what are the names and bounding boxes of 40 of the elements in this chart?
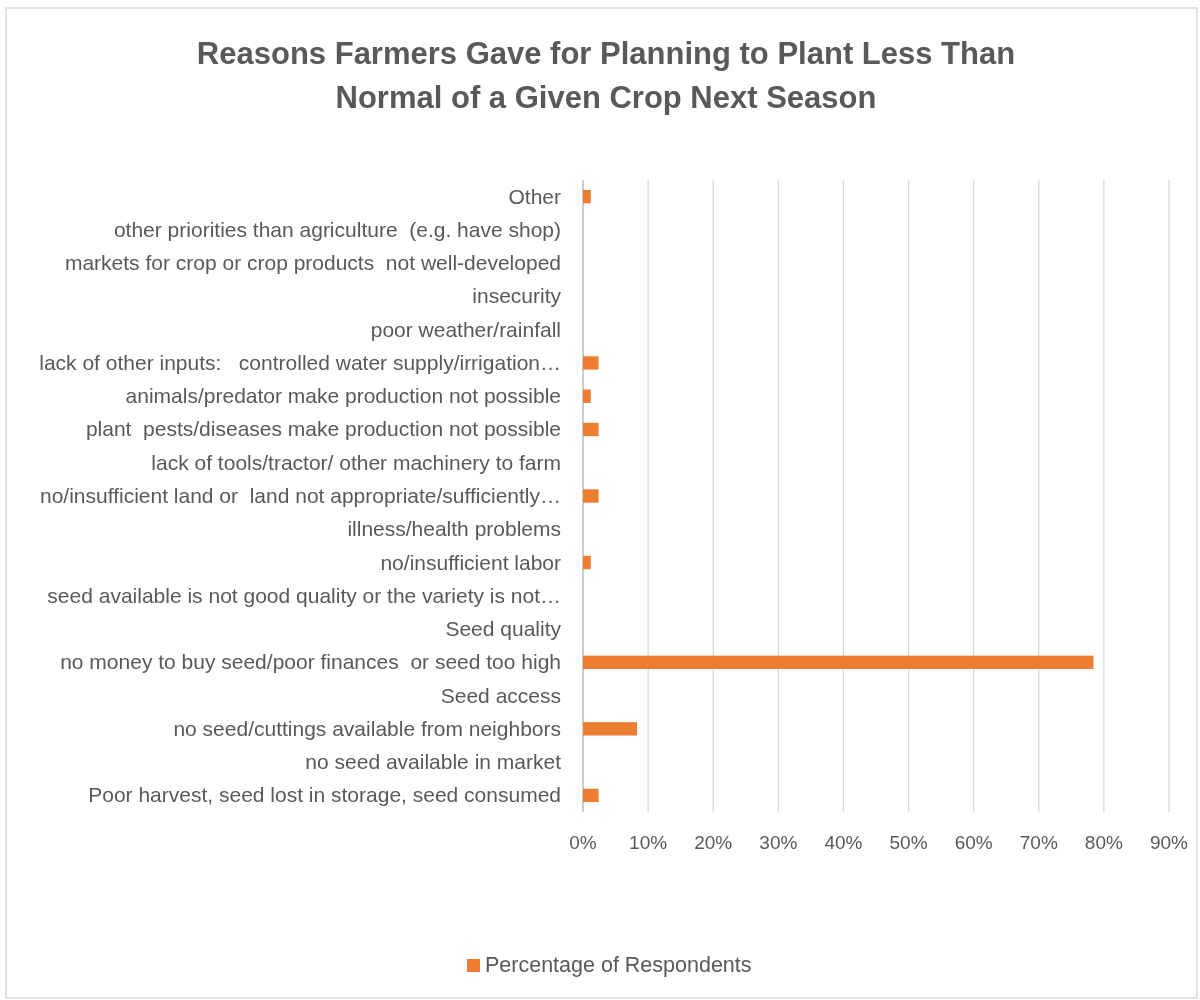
bar [583, 189, 591, 204]
legend-label: Percentage of Respondents [485, 953, 752, 977]
y-tick-label: poor weather/rainfall [370, 317, 561, 341]
x-tick-label: 40% [824, 832, 863, 853]
x-tick-label: 20% [694, 832, 733, 853]
bar [583, 389, 591, 403]
y-tick-label: insecurity [472, 284, 562, 308]
chart-title: Reasons Farmers Gave for Planning to Plant Less Than Normal of a Given Crop Next Season [196, 36, 1016, 115]
x-tick-label: 10% [629, 832, 668, 853]
x-tick-label: 50% [889, 832, 928, 853]
bar [583, 422, 599, 437]
bar [583, 489, 599, 503]
y-tick-label: Other [508, 184, 561, 208]
bar [583, 356, 599, 370]
x-tick-label: 80% [1084, 832, 1124, 853]
bar [583, 555, 591, 570]
bar [583, 722, 638, 736]
y-tick-label: Seed access [440, 683, 561, 707]
y-tick-label: plant pests/diseases make production not possible [85, 417, 561, 441]
y-tick-label: no money to buy seed/poor finances or seed too high [60, 650, 561, 674]
y-tick-label: markets for crop or crop products not well-developed [64, 251, 561, 275]
x-tick-label: 60% [954, 832, 993, 853]
y-tick-label: illness/health problems [347, 517, 561, 541]
x-tick-label: 0% [569, 832, 597, 853]
bar [583, 788, 599, 803]
y-tick-label: Seed quality [445, 617, 562, 641]
y-tick-label: seed available is not good quality or the variety is not… [47, 583, 561, 607]
y-tick-label: no/insufficient land or land not appropriate/sufficiently… [39, 484, 561, 507]
y-tick-label: animals/predator make production not possible [125, 384, 561, 408]
x-tick-label: 30% [759, 832, 798, 853]
y-tick-label: no seed/cuttings available from neighbors [173, 716, 561, 740]
x-tick-label: 70% [1019, 832, 1058, 853]
x-tick-label: 90% [1149, 832, 1189, 853]
y-tick-label: lack of tools/tractor/ other machinery to farm [151, 450, 561, 474]
y-tick-label: no/insufficient labor [380, 550, 562, 574]
y-tick-label: no seed available in market [305, 750, 562, 774]
y-tick-label: Poor harvest, seed lost in storage, seed consumed [88, 783, 561, 807]
bar [583, 655, 1094, 669]
y-tick-label: other priorities than agriculture (e.g. have shop) [113, 217, 561, 241]
y-tick-label: lack of other inputs: controlled water supply/irrigation… [39, 350, 561, 374]
